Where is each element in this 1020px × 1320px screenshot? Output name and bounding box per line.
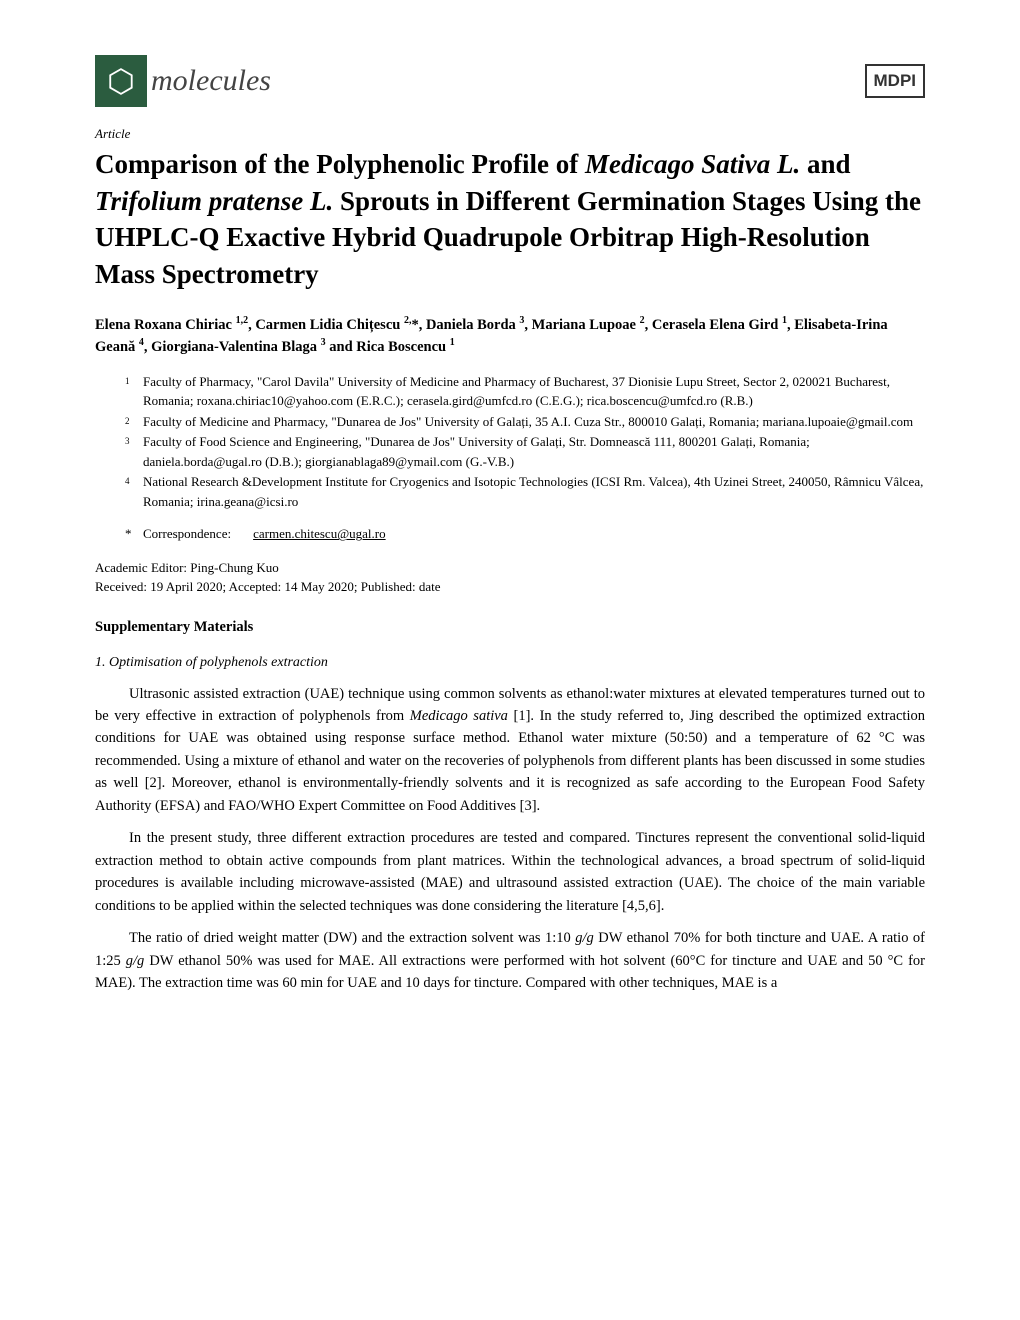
correspondence: * Correspondence: carmen.chitescu@ugal.r… (95, 525, 925, 543)
subsection-heading: 1. Optimisation of polyphenols extractio… (95, 653, 925, 673)
article-type: Article (95, 125, 925, 143)
publication-dates: Received: 19 April 2020; Accepted: 14 Ma… (95, 577, 925, 597)
paragraph-italic: g/g (575, 930, 594, 946)
academic-editor: Academic Editor: Ping-Chung Kuo (95, 558, 925, 578)
affiliation-item: 4 National Research &Development Institu… (125, 472, 925, 511)
article-title: Comparison of the Polyphenolic Profile o… (95, 146, 925, 292)
journal-logo: ⬡ molecules (95, 55, 271, 107)
hexagon-molecule-icon: ⬡ (107, 65, 135, 97)
title-text: and (800, 149, 850, 179)
affiliation-text: Faculty of Food Science and Engineering,… (143, 432, 925, 471)
body-paragraph: The ratio of dried weight matter (DW) an… (95, 927, 925, 994)
affiliation-item: 3 Faculty of Food Science and Engineerin… (125, 432, 925, 471)
journal-logo-text: molecules (151, 60, 271, 102)
header-logo-row: ⬡ molecules MDPI (95, 55, 925, 107)
title-italic: Medicago Sativa L. (585, 149, 800, 179)
correspondence-marker: * (125, 525, 143, 543)
paragraph-text: The ratio of dried weight matter (DW) an… (129, 930, 575, 946)
author-list: Elena Roxana Chiriac 1,2, Carmen Lidia C… (95, 314, 925, 358)
paragraph-italic: Medicago sativa (410, 708, 508, 724)
affiliation-number: 4 (125, 472, 143, 511)
paragraph-italic: g/g (126, 953, 145, 969)
affiliation-number: 2 (125, 412, 143, 432)
affiliation-item: 2 Faculty of Medicine and Pharmacy, "Dun… (125, 412, 925, 432)
correspondence-label: Correspondence: (143, 525, 231, 543)
body-paragraph: In the present study, three different ex… (95, 827, 925, 917)
body-paragraph: Ultrasonic assisted extraction (UAE) tec… (95, 683, 925, 818)
journal-logo-icon: ⬡ (95, 55, 147, 107)
affiliation-text: Faculty of Medicine and Pharmacy, "Dunar… (143, 412, 925, 432)
editor-and-dates: Academic Editor: Ping-Chung Kuo Received… (95, 558, 925, 597)
paragraph-text: DW ethanol 50% was used for MAE. All ext… (95, 953, 925, 991)
correspondence-email[interactable]: carmen.chitescu@ugal.ro (253, 525, 386, 543)
section-heading: Supplementary Materials (95, 617, 925, 637)
affiliation-number: 3 (125, 432, 143, 471)
affiliations-list: 1 Faculty of Pharmacy, "Carol Davila" Un… (95, 372, 925, 512)
affiliation-number: 1 (125, 372, 143, 411)
publisher-logo: MDPI (865, 64, 926, 98)
affiliation-item: 1 Faculty of Pharmacy, "Carol Davila" Un… (125, 372, 925, 411)
affiliation-text: National Research &Development Institute… (143, 472, 925, 511)
title-text: Comparison of the Polyphenolic Profile o… (95, 149, 585, 179)
title-italic: Trifolium pratense L. (95, 186, 333, 216)
affiliation-text: Faculty of Pharmacy, "Carol Davila" Univ… (143, 372, 925, 411)
